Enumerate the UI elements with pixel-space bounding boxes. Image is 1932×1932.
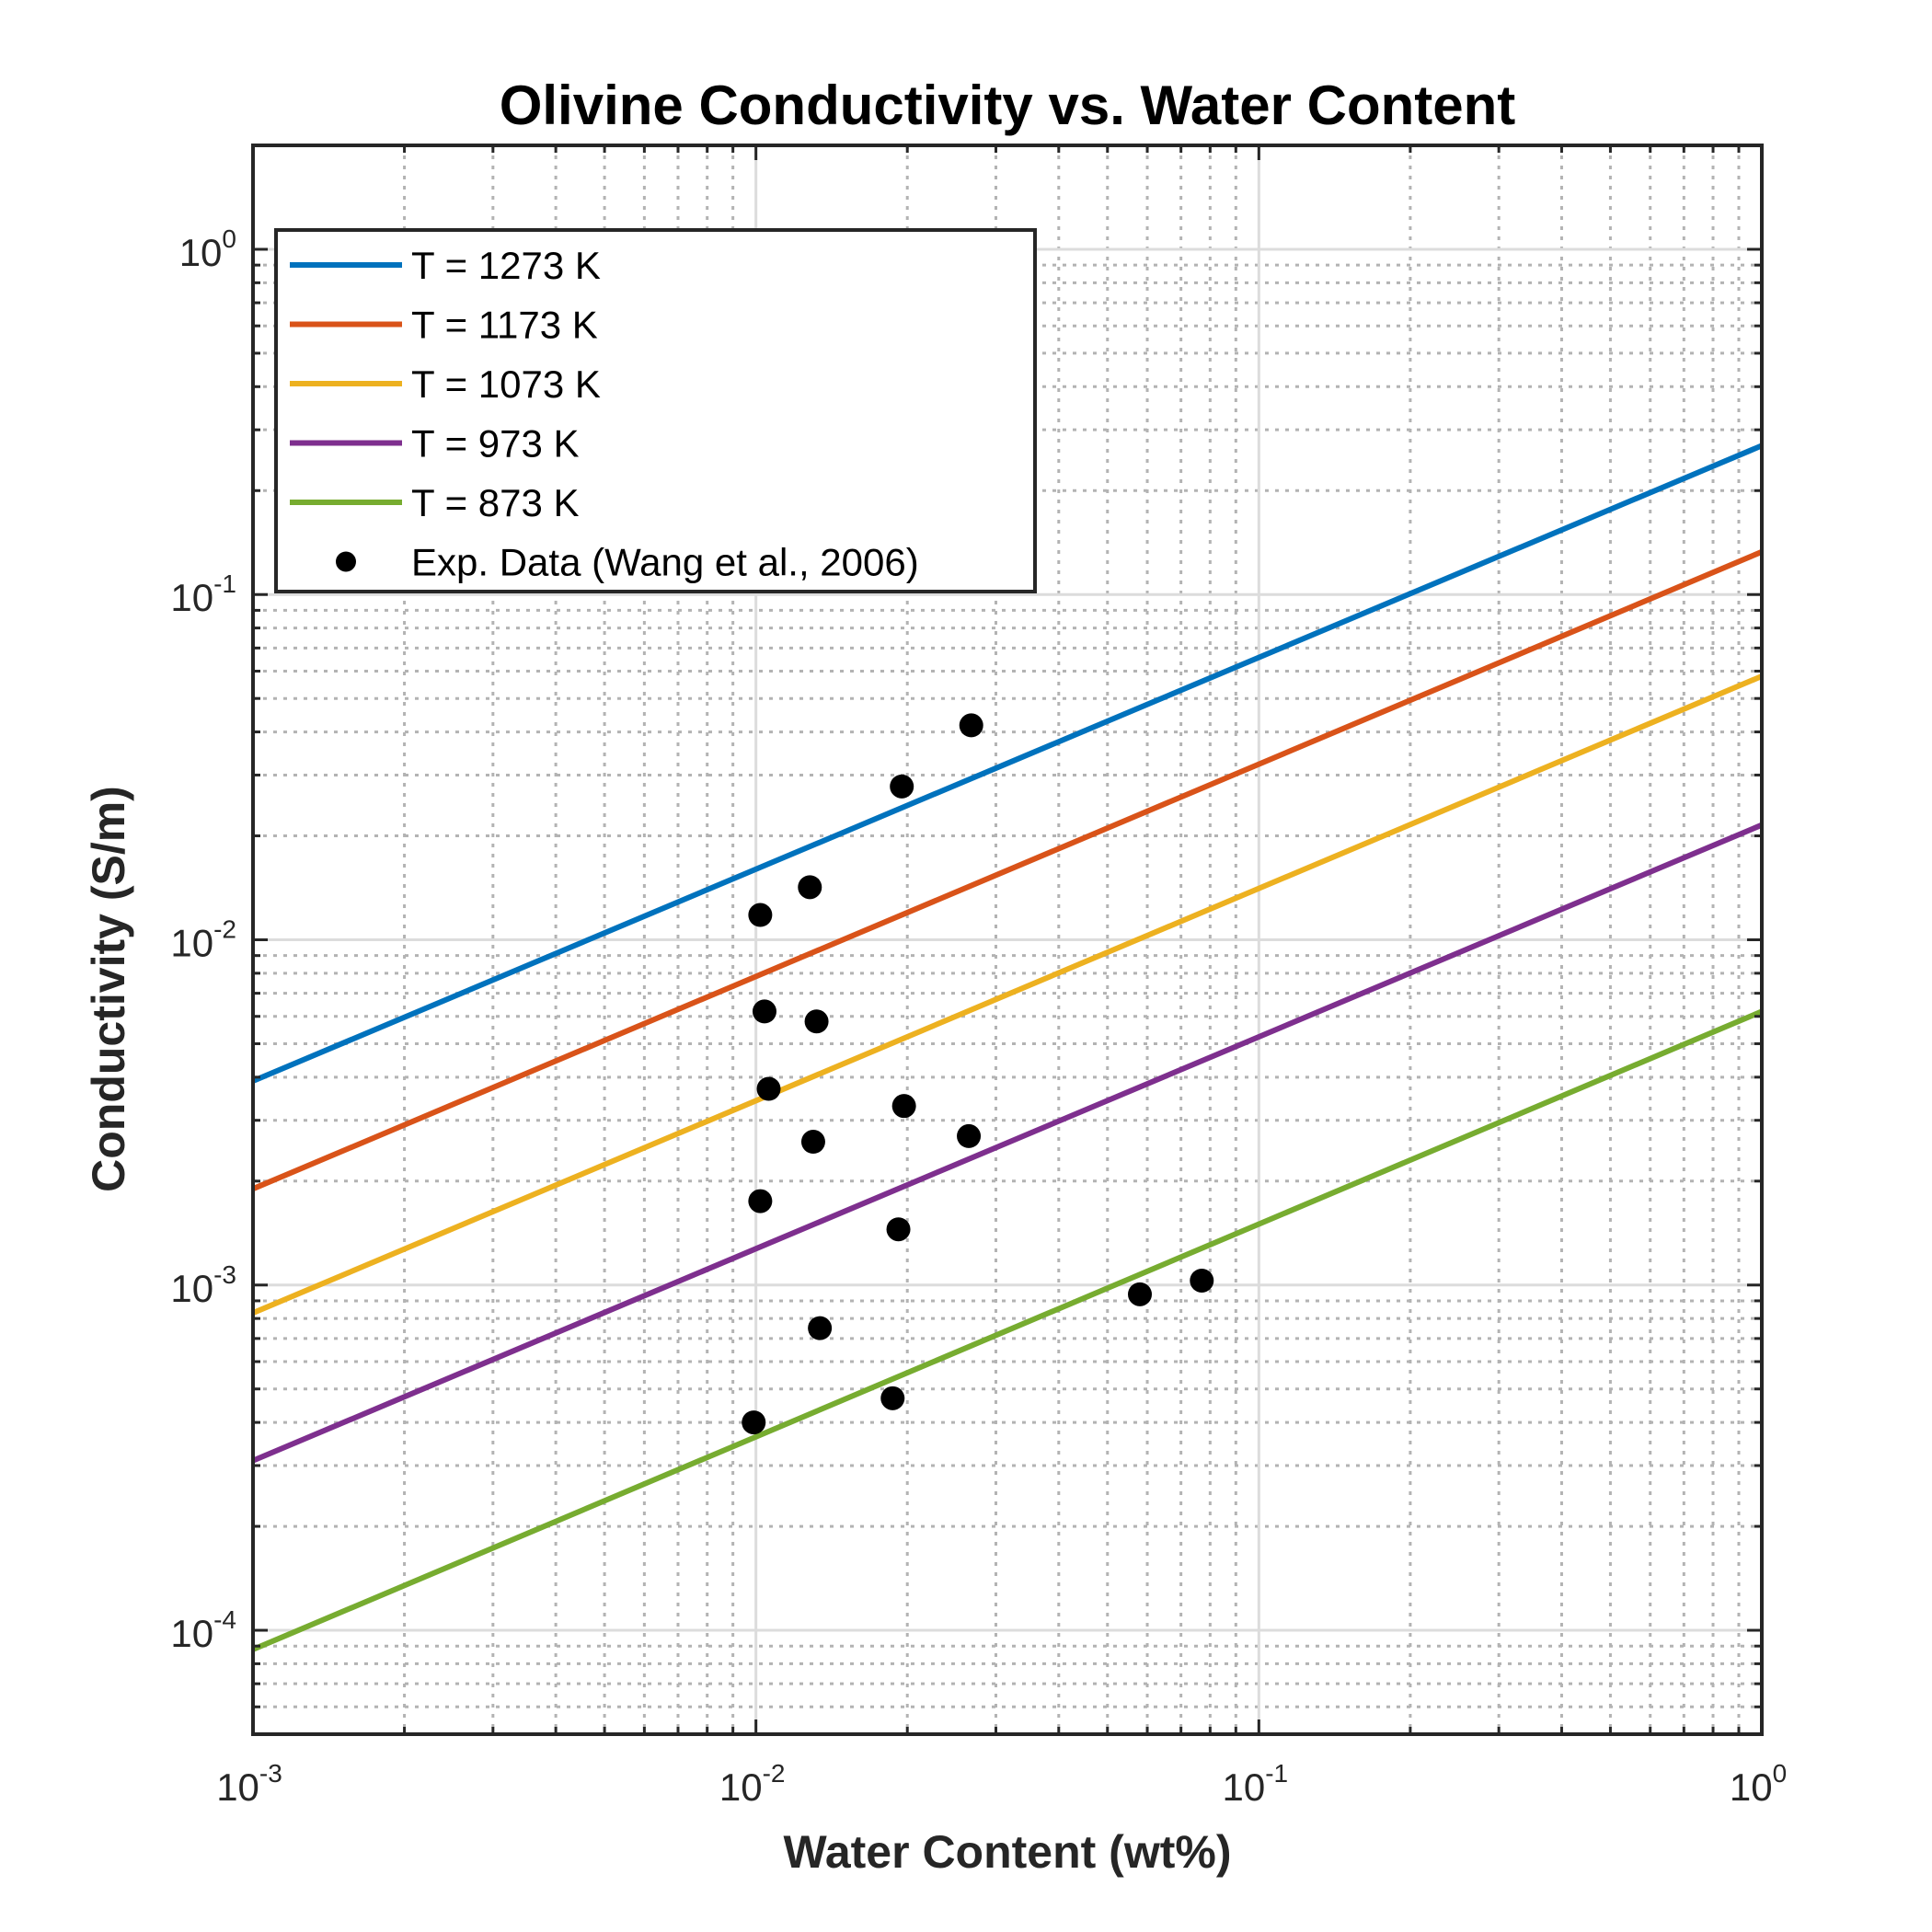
legend: T = 1273 K T = 1173 K T = 1073 K T = 973 K T… — [274, 228, 1037, 593]
grid-lines — [251, 144, 1764, 1736]
legend-entry-label: Exp. Data (Wang et al., 2006) — [411, 541, 919, 584]
series-line-3 — [251, 822, 1764, 1464]
x-tick-label: 100 — [1730, 1759, 1787, 1809]
scatter-point — [891, 1094, 916, 1119]
legend-box — [274, 228, 1037, 593]
x-tick-label: 10-1 — [1223, 1759, 1289, 1809]
y-axis-label: Conductivity (S/m) — [83, 786, 134, 1192]
x-tick-label: 10-3 — [216, 1759, 282, 1809]
legend-swatch-marker — [336, 551, 356, 572]
scatter-point — [752, 999, 776, 1024]
scatter-point — [798, 875, 822, 900]
scatter-point — [886, 1217, 911, 1242]
scatter-point — [880, 1386, 905, 1410]
scatter-points — [742, 713, 1214, 1435]
y-tick-label: 100 — [179, 224, 236, 274]
scatter-point — [957, 1123, 982, 1148]
legend-entry-label: T = 1273 K — [411, 244, 601, 287]
scatter-point — [804, 1009, 829, 1034]
y-tick-label: 10-4 — [170, 1605, 236, 1655]
chart-title: Olivine Conductivity vs. Water Content — [500, 75, 1516, 136]
y-tick-labels: 10-4 10-3 10-2 10-1 100 — [170, 224, 236, 1655]
scatter-point — [959, 713, 983, 738]
y-tick-label: 10-1 — [170, 569, 236, 619]
x-axis-label: Water Content (wt%) — [784, 1826, 1232, 1878]
scatter-point — [1190, 1268, 1214, 1293]
legend-entry-label: T = 1073 K — [411, 362, 601, 406]
y-tick-label: 10-2 — [170, 915, 236, 965]
tick-marks — [251, 144, 1764, 1736]
series-line-2 — [251, 673, 1764, 1316]
scatter-point — [808, 1316, 833, 1340]
scatter-point — [890, 774, 914, 799]
series-line-1 — [251, 549, 1764, 1191]
scatter-point — [800, 1130, 825, 1155]
y-tick-label: 10-3 — [170, 1260, 236, 1310]
legend-entry-label: T = 973 K — [411, 422, 580, 466]
series-lines — [251, 443, 1764, 1652]
scatter-point — [1128, 1282, 1153, 1306]
series-line-0 — [251, 443, 1764, 1084]
legend-entry-label: T = 873 K — [411, 481, 580, 524]
scatter-point — [748, 1189, 773, 1213]
scatter-point — [748, 903, 773, 927]
x-tick-label: 10-2 — [719, 1759, 786, 1809]
legend-entry-label: T = 1173 K — [411, 304, 598, 347]
scatter-point — [756, 1076, 781, 1101]
series-line-4 — [251, 1008, 1764, 1652]
x-tick-labels: 10-3 10-2 10-1 100 — [216, 1759, 1787, 1809]
scatter-point — [742, 1410, 766, 1435]
